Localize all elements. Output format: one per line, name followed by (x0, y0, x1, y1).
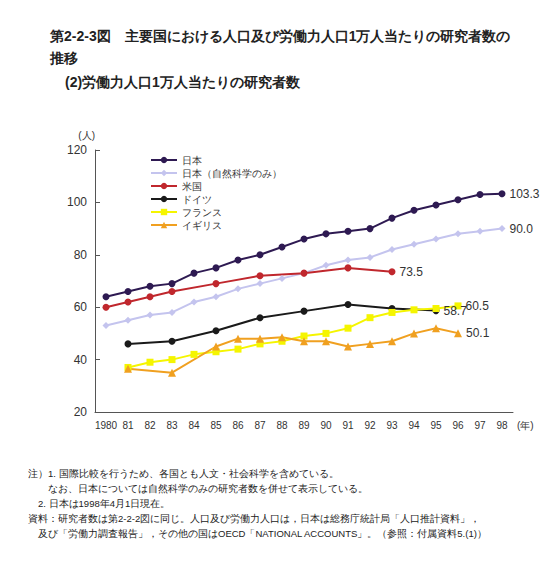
svg-text:85: 85 (210, 420, 222, 431)
svg-text:資料：研究者数は第2-2-2図に同じ。人口及び労働力人口は，: 資料：研究者数は第2-2-2図に同じ。人口及び労働力人口は，日本は総務庁統計局「… (28, 513, 480, 524)
svg-text:推移: 推移 (49, 50, 78, 66)
svg-text:73.5: 73.5 (400, 265, 424, 279)
svg-text:40: 40 (74, 353, 88, 367)
svg-text:ドイツ: ドイツ (182, 194, 212, 205)
svg-text:87: 87 (254, 420, 266, 431)
svg-text:イギリス: イギリス (182, 220, 222, 231)
svg-text:103.3: 103.3 (510, 187, 540, 201)
svg-text:20: 20 (74, 405, 88, 419)
svg-text:84: 84 (188, 420, 200, 431)
svg-text:97: 97 (474, 420, 486, 431)
svg-text:注）1. 国際比較を行うため、各国とも人文・社会科学を含めて: 注）1. 国際比較を行うため、各国とも人文・社会科学を含めている。 (28, 468, 339, 479)
svg-text:60.5: 60.5 (466, 299, 490, 313)
svg-text:120: 120 (67, 143, 87, 157)
svg-text:60: 60 (74, 300, 88, 314)
svg-text:88: 88 (276, 420, 288, 431)
svg-text:94: 94 (408, 420, 420, 431)
svg-text:93: 93 (386, 420, 398, 431)
svg-text:(人): (人) (78, 130, 95, 141)
svg-text:1980: 1980 (95, 420, 118, 431)
svg-text:及び「労働力調査報告」，その他の国はOECD「NATIONA: 及び「労働力調査報告」，その他の国はOECD「NATIONAL ACCOUNTS… (28, 528, 487, 539)
svg-text:フランス: フランス (182, 207, 222, 218)
svg-text:91: 91 (342, 420, 354, 431)
svg-text:86: 86 (232, 420, 244, 431)
svg-text:89: 89 (298, 420, 310, 431)
svg-text:80: 80 (74, 248, 88, 262)
svg-text:96: 96 (452, 420, 464, 431)
svg-text:81: 81 (122, 420, 134, 431)
svg-text:82: 82 (144, 420, 156, 431)
svg-text:日本（自然科学のみ）: 日本（自然科学のみ） (182, 168, 282, 179)
svg-text:90: 90 (320, 420, 332, 431)
svg-text:92: 92 (364, 420, 376, 431)
svg-text:50.1: 50.1 (466, 326, 490, 340)
svg-text:83: 83 (166, 420, 178, 431)
svg-text:なお、日本については自然科学のみの研究者数を併せて表示してい: なお、日本については自然科学のみの研究者数を併せて表示している。 (28, 483, 368, 494)
svg-text:100: 100 (67, 195, 87, 209)
svg-text:95: 95 (430, 420, 442, 431)
svg-text:(年): (年) (517, 420, 534, 431)
svg-text:2. 日本は1998年4月1日現在。: 2. 日本は1998年4月1日現在。 (28, 498, 170, 509)
svg-text:(2)労働力人口1万人当たりの研究者数: (2)労働力人口1万人当たりの研究者数 (65, 74, 301, 90)
svg-text:90.0: 90.0 (510, 222, 534, 236)
svg-text:58.7: 58.7 (444, 304, 468, 318)
svg-text:98: 98 (496, 420, 508, 431)
svg-text:米国: 米国 (182, 181, 202, 192)
svg-text:日本: 日本 (182, 155, 202, 166)
svg-text:第2-2-3図 主要国における人口及び労働力人口1万人当たり: 第2-2-3図 主要国における人口及び労働力人口1万人当たりの研究者数の (49, 28, 510, 44)
